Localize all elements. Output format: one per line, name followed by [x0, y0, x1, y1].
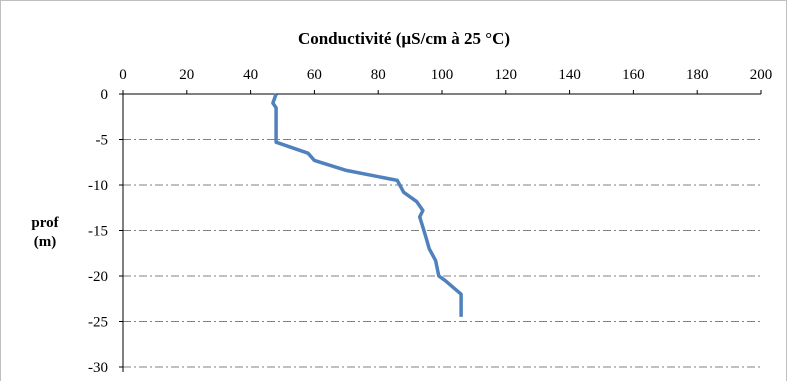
x-tick-label-1: 20	[179, 67, 194, 83]
series	[271, 93, 463, 317]
x-tick-label-9: 180	[686, 67, 709, 83]
y-tick-label-3: -15	[88, 224, 108, 240]
y-tick-label-5: -25	[88, 315, 108, 331]
x-tick-label-3: 60	[307, 67, 322, 83]
y-axis-label-line2: (m)	[34, 234, 57, 250]
x-tick-label-5: 100	[431, 67, 454, 83]
axes	[119, 90, 762, 372]
grid-lines	[123, 139, 761, 368]
x-tick-label-6: 120	[495, 67, 518, 83]
y-tick-label-6: -30	[88, 360, 108, 376]
series-line-0	[271, 93, 463, 317]
y-tick-label-2: -10	[88, 178, 108, 194]
x-tick-label-10: 200	[750, 67, 773, 83]
y-tick-label-0: 0	[101, 87, 109, 103]
x-tick-label-4: 80	[371, 67, 386, 83]
tick-labels: 0 20 40 60 80 100 120 140 160 180 200 0 -5 -10 -15 -20 -…	[88, 67, 772, 376]
x-tick-label-2: 40	[243, 67, 258, 83]
x-tick-label-8: 160	[622, 67, 645, 83]
x-tick-label-0: 0	[119, 67, 127, 83]
x-tick-label-7: 140	[558, 67, 581, 83]
y-axis-label-line1: prof	[31, 215, 59, 231]
chart-title: Conductivité (µS/cm à 25 °C)	[298, 29, 510, 48]
y-tick-label-1: -5	[96, 133, 109, 149]
y-tick-label-4: -20	[88, 269, 108, 285]
